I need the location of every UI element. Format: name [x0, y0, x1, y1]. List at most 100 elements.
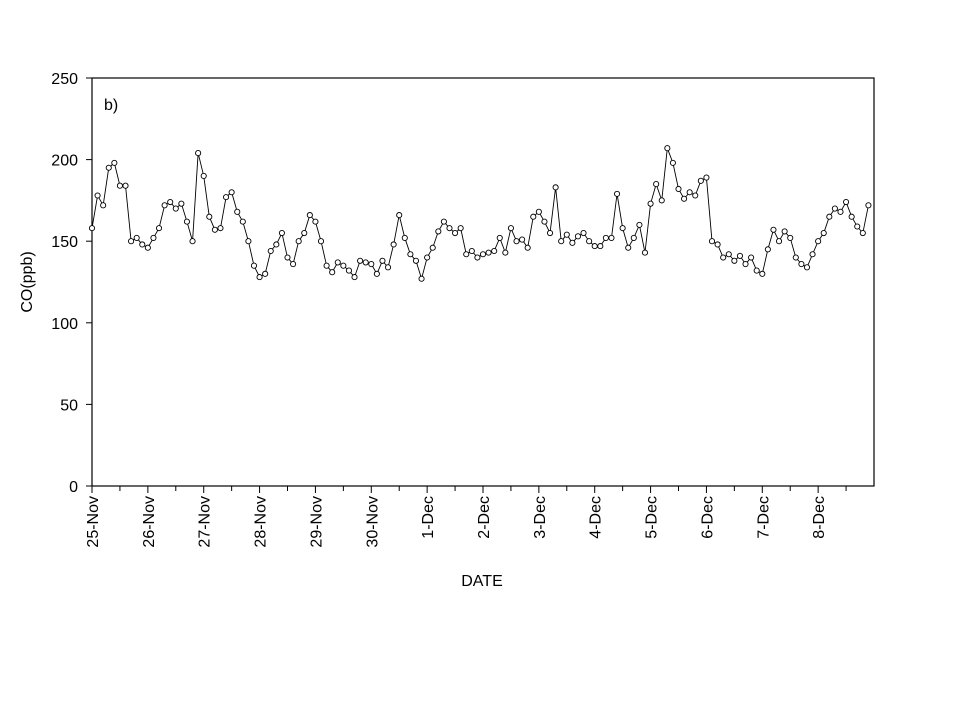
- data-point: [183, 218, 191, 225]
- data-point: [569, 239, 576, 246]
- data-point: [139, 241, 146, 248]
- data-point: [574, 233, 582, 240]
- data-point: [530, 213, 537, 220]
- data-point: [334, 259, 341, 266]
- data-point: [854, 223, 861, 230]
- data-point: [697, 177, 704, 184]
- data-point: [396, 212, 403, 219]
- data-point: [273, 241, 280, 248]
- data-point: [764, 246, 771, 253]
- data-point: [602, 234, 609, 241]
- data-point: [686, 189, 693, 196]
- x-tick-label: 28-Nov: [253, 496, 270, 548]
- x-tick-label: 3-Dec: [532, 496, 549, 539]
- data-point: [418, 275, 425, 282]
- data-point: [133, 234, 140, 241]
- data-point: [681, 195, 688, 202]
- data-point: [144, 244, 151, 251]
- data-point: [262, 270, 269, 277]
- data-point: [535, 208, 542, 215]
- data-point: [150, 234, 157, 241]
- data-point: [234, 208, 241, 215]
- data-point: [267, 247, 274, 255]
- data-point: [329, 269, 336, 276]
- data-point: [94, 192, 101, 199]
- data-point: [206, 213, 213, 220]
- data-point: [675, 185, 682, 193]
- data-point: [720, 254, 727, 261]
- data-point: [384, 264, 392, 271]
- data-point: [317, 238, 325, 245]
- data-point: [368, 260, 375, 268]
- data-point: [452, 229, 459, 237]
- data-point: [748, 254, 755, 261]
- data-point: [256, 274, 263, 281]
- data-point: [357, 257, 364, 264]
- data-point: [714, 241, 721, 248]
- data-point: [250, 262, 258, 269]
- data-point: [742, 260, 749, 268]
- data-point: [228, 189, 235, 196]
- data-point: [491, 247, 498, 255]
- y-tick-label: 200: [51, 153, 78, 170]
- data-point: [223, 194, 230, 201]
- data-point: [664, 145, 671, 152]
- data-point: [128, 238, 135, 245]
- data-point: [290, 260, 297, 268]
- data-point: [195, 150, 202, 157]
- data-point: [859, 229, 866, 237]
- x-tick-label: 29-Nov: [308, 496, 325, 548]
- data-point: [608, 234, 615, 241]
- data-point: [345, 267, 352, 274]
- x-tick-label: 5-Dec: [644, 496, 661, 539]
- y-axis-label: CO(ppb): [19, 251, 36, 312]
- data-point: [435, 228, 442, 235]
- data-point: [105, 164, 112, 171]
- y-tick-label: 250: [51, 71, 78, 88]
- data-point: [798, 260, 805, 268]
- data-point: [424, 254, 431, 261]
- data-point: [312, 218, 319, 225]
- data-point: [485, 249, 492, 256]
- data-point: [351, 274, 358, 281]
- data-point: [725, 251, 732, 258]
- data-point: [619, 225, 626, 232]
- data-point: [189, 238, 196, 245]
- data-point: [412, 257, 420, 264]
- data-point: [440, 218, 447, 225]
- data-point: [116, 182, 123, 189]
- data-point: [468, 247, 475, 255]
- data-point: [457, 225, 464, 232]
- data-point: [831, 205, 838, 212]
- data-point: [753, 267, 760, 274]
- data-point: [787, 234, 794, 241]
- data-point: [736, 252, 743, 259]
- data-point: [826, 213, 833, 220]
- data-point: [775, 238, 783, 245]
- data-point: [513, 238, 520, 245]
- data-point: [614, 190, 621, 197]
- data-point: [792, 254, 799, 261]
- data-point: [161, 202, 168, 209]
- x-tick-label: 4-Dec: [588, 496, 605, 539]
- data-point: [519, 236, 526, 243]
- data-point: [625, 244, 632, 251]
- data-point: [837, 208, 844, 215]
- x-tick-label: 1-Dec: [420, 496, 437, 539]
- x-tick-label: 27-Nov: [197, 496, 214, 548]
- data-point: [641, 249, 649, 256]
- data-point: [362, 259, 369, 266]
- data-point: [770, 226, 777, 233]
- data-point: [278, 229, 285, 237]
- y-tick-label: 100: [51, 316, 78, 333]
- data-point: [211, 226, 218, 233]
- data-point: [463, 251, 470, 258]
- data-point: [390, 241, 397, 248]
- data-point: [809, 251, 816, 258]
- data-point: [306, 212, 313, 219]
- data-point: [848, 213, 855, 220]
- data-point: [373, 270, 380, 277]
- data-point: [647, 200, 654, 207]
- data-point: [379, 257, 386, 264]
- data-point: [429, 244, 436, 251]
